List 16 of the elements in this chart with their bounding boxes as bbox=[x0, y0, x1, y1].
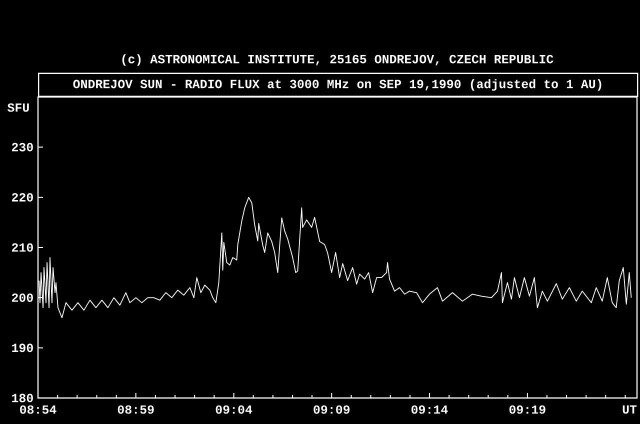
x-tick-label: 08:59 bbox=[118, 405, 154, 414]
y-tick-label: 190 bbox=[12, 344, 33, 352]
y-tick-label: 180 bbox=[12, 394, 33, 402]
y-tick-label: 210 bbox=[12, 243, 33, 252]
chart-title: (c) ASTRONOMICAL INSTITUTE, 25165 ONDREJOV, CZECH REPUBLIC bbox=[122, 54, 554, 66]
x-tick-label: 09:14 bbox=[412, 405, 448, 414]
x-tick-label: 09:19 bbox=[509, 405, 546, 414]
x-tick-label: 09:09 bbox=[314, 405, 350, 414]
x-tick-label: 08:54 bbox=[20, 405, 56, 414]
x-tick-label: UT bbox=[622, 405, 637, 414]
y-axis-title: SFU bbox=[7, 103, 29, 112]
chart-subtitle: ONDREJOV SUN - RADIO FLUX at 3000 MHz on SEP 19,1990 (adjusted to 1 AU) bbox=[73, 79, 602, 91]
y-tick-label: 230 bbox=[12, 142, 33, 152]
y-tick-label: 200 bbox=[12, 293, 33, 302]
x-tick-label: 09:04 bbox=[216, 405, 252, 414]
y-tick-label: 220 bbox=[12, 193, 33, 202]
